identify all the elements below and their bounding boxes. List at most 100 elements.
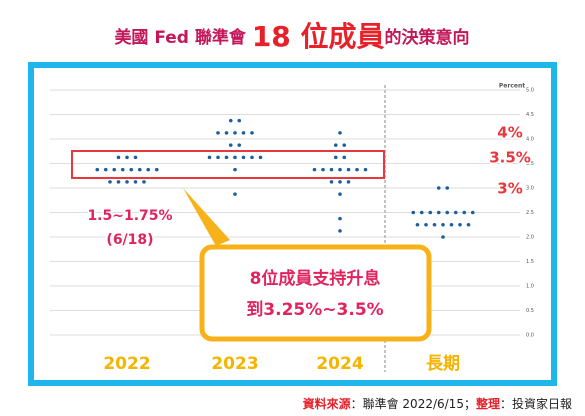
- dot: [103, 167, 108, 172]
- y-tick-label: 2.0: [526, 235, 534, 241]
- dot: [216, 155, 220, 160]
- dot: [436, 210, 441, 215]
- y-tick-label: 3.0: [526, 186, 534, 192]
- dot: [419, 210, 424, 215]
- y-tick-label: 3.5: [526, 161, 534, 167]
- source-part: 資料來源: [303, 396, 351, 411]
- arrow: [183, 188, 230, 246]
- dot: [338, 180, 342, 184]
- rate-label: 3.5%: [489, 149, 531, 167]
- note: (6/18): [106, 232, 153, 248]
- dot: [329, 180, 334, 184]
- dot: [233, 167, 237, 172]
- dot: [445, 186, 450, 190]
- dot: [424, 222, 428, 227]
- note: 1.5~1.75%: [87, 208, 172, 224]
- dot: [411, 210, 416, 215]
- dot: [146, 167, 151, 172]
- dot: [133, 155, 138, 160]
- dot: [241, 155, 246, 160]
- callout-text: 到3.25%~3.5%: [246, 300, 383, 320]
- dot: [250, 155, 254, 160]
- dot: [125, 180, 129, 184]
- dot: [462, 210, 467, 215]
- callout-text: 8位成員支持升息: [250, 268, 381, 289]
- dot: [415, 222, 420, 227]
- dot: [108, 180, 112, 184]
- dot: [342, 143, 347, 147]
- dot: [129, 167, 134, 172]
- dot: [120, 167, 125, 172]
- y-axis-label: Percent: [499, 83, 525, 90]
- dot: [233, 155, 237, 160]
- dot: [321, 167, 325, 172]
- dot: [116, 155, 121, 160]
- chart-title: 美國 Fed 聯準會 18 位成員的決策意向: [114, 20, 469, 53]
- dot: [342, 155, 347, 160]
- dot: [355, 167, 359, 172]
- dot: [312, 167, 317, 172]
- dot: [333, 143, 338, 147]
- dot: [338, 216, 342, 221]
- source-part: 整理: [475, 396, 500, 411]
- dot: [258, 155, 263, 160]
- source-part: ：聯準會 2022/6/15；: [351, 396, 476, 411]
- dot: [333, 155, 338, 160]
- rate-label: 3%: [497, 180, 522, 198]
- dot: [224, 155, 229, 160]
- title-part: 美國 Fed 聯準會: [114, 27, 251, 48]
- source-part: ：投資家日報: [500, 396, 572, 411]
- dot: [346, 180, 351, 184]
- source: 資料來源：聯準會 2022/6/15；整理：投資家日報: [303, 396, 572, 411]
- dot: [228, 143, 233, 147]
- dot: [470, 210, 475, 215]
- dot: [363, 167, 368, 172]
- dot: [125, 155, 129, 160]
- dot: [154, 167, 159, 172]
- dot: [216, 131, 220, 135]
- dot: [241, 131, 246, 135]
- dot: [441, 222, 445, 227]
- y-tick-label: 0.0: [526, 333, 534, 339]
- dot: [207, 155, 212, 160]
- x-tick-label: 2022: [103, 354, 150, 374]
- dot: [237, 143, 242, 147]
- title-part: 18 位成員: [252, 20, 385, 53]
- dot: [224, 131, 229, 135]
- dot: [432, 222, 437, 227]
- callout-box: [199, 244, 432, 342]
- dot: [233, 192, 237, 196]
- dot: [116, 180, 121, 184]
- highlight-box: [71, 150, 385, 179]
- y-tick-label: 2.5: [526, 210, 534, 216]
- dot: [95, 167, 100, 172]
- dot: [338, 229, 342, 233]
- dot: [142, 180, 146, 184]
- dot: [441, 235, 445, 239]
- dot: [449, 222, 454, 227]
- dot: [436, 186, 441, 190]
- dot: [338, 192, 342, 196]
- dot: [133, 180, 138, 184]
- dot: [453, 210, 458, 215]
- x-tick-label: 長期: [426, 354, 460, 374]
- x-tick-label: 2023: [211, 354, 258, 374]
- dot: [338, 131, 342, 135]
- dot: [458, 222, 462, 227]
- dot: [228, 118, 233, 123]
- dot: [428, 210, 433, 215]
- x-tick-label: 2024: [316, 354, 363, 374]
- y-tick-label: 1.0: [526, 284, 534, 290]
- title-part: 的決策意向: [385, 27, 470, 48]
- y-tick-label: 1.5: [526, 259, 534, 265]
- y-tick-label: 4.5: [526, 112, 534, 118]
- dot: [137, 167, 142, 172]
- dot: [445, 210, 450, 215]
- dot: [466, 222, 471, 227]
- dot: [329, 167, 334, 172]
- dot: [233, 131, 237, 135]
- dot: [237, 118, 242, 123]
- rate-label: 4%: [497, 124, 522, 142]
- y-tick-label: 0.5: [526, 308, 534, 314]
